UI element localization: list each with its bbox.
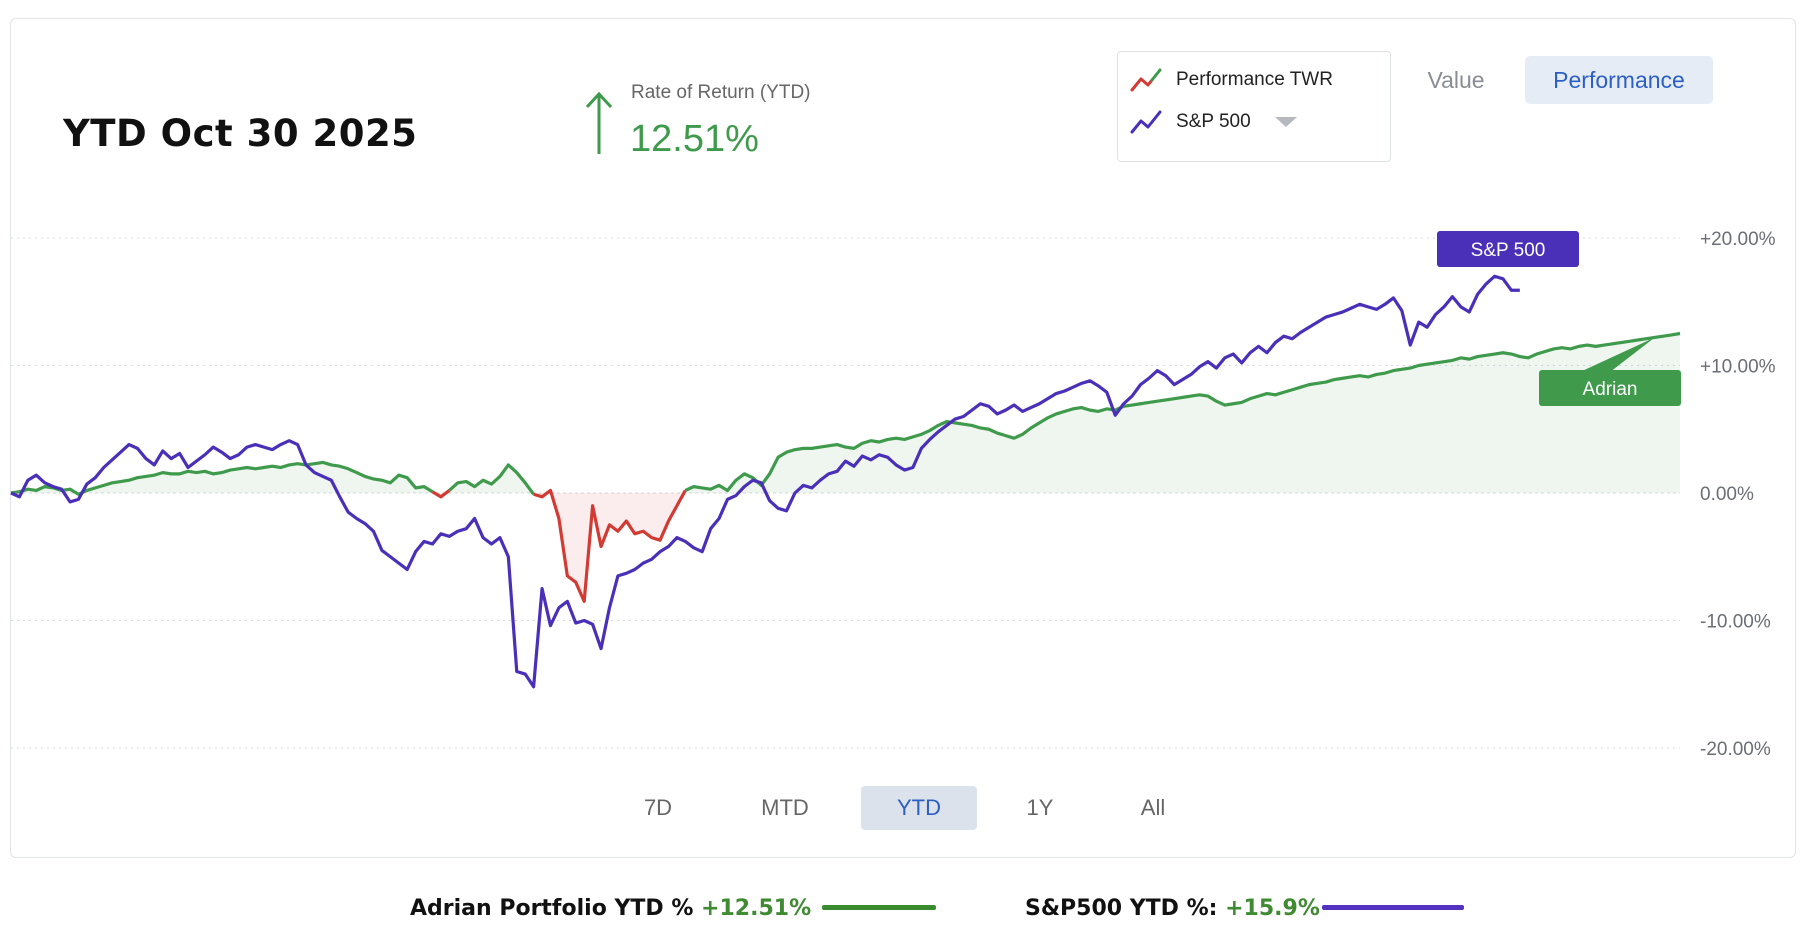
range-mtd-button[interactable]: MTD <box>761 795 809 820</box>
sp500-ytd-summary: S&P500 YTD %: +15.9% <box>1025 896 1320 921</box>
y-tick-label: +10.00% <box>1700 357 1776 378</box>
chevron-down-icon[interactable] <box>1274 117 1297 127</box>
value-toggle-button[interactable]: Value <box>1427 66 1485 93</box>
range-ytd-button[interactable]: YTD <box>861 786 977 830</box>
sp500-ytd-value: +15.9% <box>1225 896 1320 921</box>
y-tick-label: +20.00% <box>1700 229 1776 250</box>
range-all-button[interactable]: All <box>1140 795 1166 820</box>
y-tick-label: 0.00% <box>1700 484 1754 505</box>
rate-of-return-label: Rate of Return (YTD) <box>631 82 811 103</box>
up-arrow-icon <box>585 91 613 154</box>
adrian-callout-tag <box>1539 370 1681 406</box>
adrian-callout-label: Adrian <box>1583 379 1638 400</box>
sp500-ytd-label: S&P500 YTD %: <box>1025 896 1226 921</box>
performance-toggle-button[interactable]: Performance <box>1525 56 1713 104</box>
legend-label: S&P 500 <box>1176 111 1251 132</box>
rate-of-return-value: 12.51% <box>630 118 759 160</box>
sp500-line <box>10 274 1520 689</box>
legend-item-sp500[interactable]: S&P 500 <box>1130 108 1297 136</box>
portfolio-ytd-label: Adrian Portfolio YTD % <box>410 896 702 921</box>
portfolio-line-segment <box>448 463 535 496</box>
portfolio-ytd-value: +12.51% <box>701 896 812 921</box>
line-chart-icon <box>1130 68 1162 92</box>
time-range-selector: 7D MTD YTD 1Y All <box>0 786 1806 830</box>
sp500-callout-label: S&P 500 <box>1471 240 1546 261</box>
portfolio-negative-area <box>11 493 1680 602</box>
adrian-callout-pointer <box>1580 337 1655 372</box>
page-title: YTD Oct 30 2025 <box>63 112 418 155</box>
range-1y-button[interactable]: 1Y <box>1026 795 1054 820</box>
line-chart-icon <box>1130 110 1162 134</box>
y-tick-label: -20.00% <box>1700 739 1771 760</box>
legend-label: Performance TWR <box>1176 69 1333 90</box>
portfolio-line-negative-segment <box>431 489 451 499</box>
portfolio-line-segment <box>684 331 1681 493</box>
portfolio-ytd-summary: Adrian Portfolio YTD % +12.51% <box>410 896 811 921</box>
sp500-callout-tag <box>1437 231 1579 267</box>
y-tick-label: -10.00% <box>1700 612 1771 633</box>
sp500-line-swatch <box>1322 905 1464 910</box>
range-7d-button[interactable]: 7D <box>643 795 673 820</box>
legend-item-performance[interactable]: Performance TWR <box>1130 66 1333 94</box>
portfolio-line-swatch <box>822 905 936 910</box>
series-legend: Performance TWR S&P 500 <box>1117 51 1391 162</box>
portfolio-positive-area <box>11 333 1680 493</box>
portfolio-line-negative-segment <box>533 488 687 603</box>
